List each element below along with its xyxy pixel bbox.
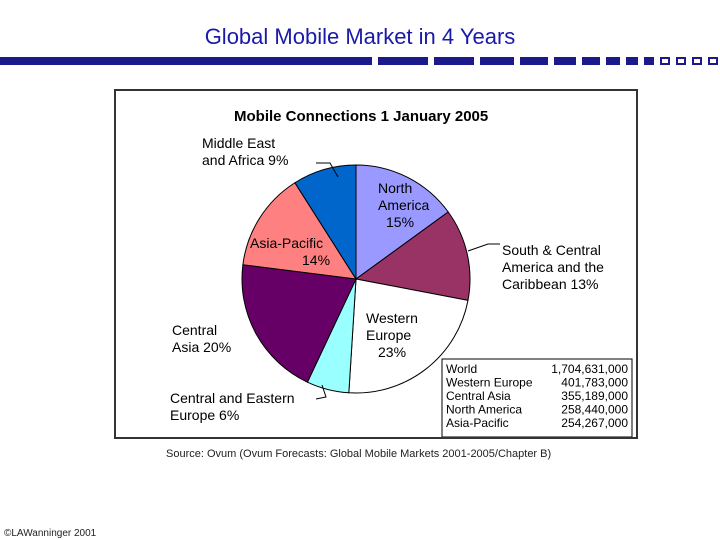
slice-label-text: Europe 6% (170, 407, 239, 423)
leader-line (315, 384, 327, 400)
pie-slice (242, 182, 357, 280)
table-row-value: 355,189,000 (561, 389, 628, 403)
table-row-name: World (446, 362, 477, 376)
slice-label-text: Asia 20% (172, 339, 231, 355)
slice-label-text: Middle East (202, 135, 275, 151)
slide-title: Global Mobile Market in 4 Years (204, 24, 516, 49)
title-rule-block (644, 57, 654, 65)
title-rule-block (660, 57, 670, 65)
slice-percent: 23% (378, 344, 406, 360)
chart-frame: Mobile Connections 1 January 2005 North Am… (114, 89, 638, 439)
slice-label-text: South & Central (502, 242, 601, 258)
table-row-name: Central Asia (446, 389, 511, 403)
slice-label-text: Caribbean 13% (502, 276, 599, 292)
title-rule-block (434, 57, 474, 65)
slice-label-text: Asia-Pacific (250, 235, 323, 251)
pie-chart: Mobile Connections 1 January 2005NorthAm… (170, 108, 633, 437)
slice-percent: 15% (386, 214, 414, 230)
source-note: Source: Ovum (Ovum Forecasts: Global Mob… (166, 448, 552, 460)
title-rule-block (676, 57, 686, 65)
slice-label-text: America (378, 197, 430, 213)
title-rule-block (378, 57, 428, 65)
slice-label-text: and Africa 9% (202, 152, 288, 168)
slice-label-text: North (378, 180, 412, 196)
leader-line (467, 243, 500, 252)
slice-percent: 14% (302, 252, 330, 268)
slice-label-text: Central and Eastern (170, 390, 295, 406)
title-rule-block (708, 57, 718, 65)
pie-slice (354, 211, 471, 301)
title-rule-block (606, 57, 620, 65)
pie-slice (241, 264, 357, 383)
slice-label-text: America and the (502, 259, 604, 275)
title-rule-block (480, 57, 514, 65)
table-row-name: North America (446, 403, 522, 417)
slice-label-text: Western (366, 310, 418, 326)
title-rule-block (582, 57, 600, 65)
table-row-value: 1,704,631,000 (551, 362, 628, 376)
pie-slice (294, 164, 357, 281)
title-rule-block (692, 57, 702, 65)
leader-line (316, 162, 339, 178)
title-rule-block (554, 57, 576, 65)
slice-label-text: Europe (366, 327, 411, 343)
title-rule-block (626, 57, 638, 65)
title-rule-bar (0, 57, 372, 65)
slice-label-text: Central (172, 322, 217, 338)
title-rule-block (520, 57, 548, 65)
table-row-value: 258,440,000 (561, 403, 628, 417)
pie-slice (355, 164, 449, 280)
pie-slice (348, 278, 469, 394)
table-row-value: 254,267,000 (561, 416, 628, 430)
table-row-name: Asia-Pacific (446, 416, 509, 430)
data-table (441, 358, 633, 437)
table-row-name: Western Europe (446, 376, 533, 390)
table-row-value: 401,783,000 (561, 376, 628, 390)
copyright: ©LAWanninger 2001 (4, 528, 97, 539)
chart-title: Mobile Connections 1 January 2005 (234, 108, 488, 125)
